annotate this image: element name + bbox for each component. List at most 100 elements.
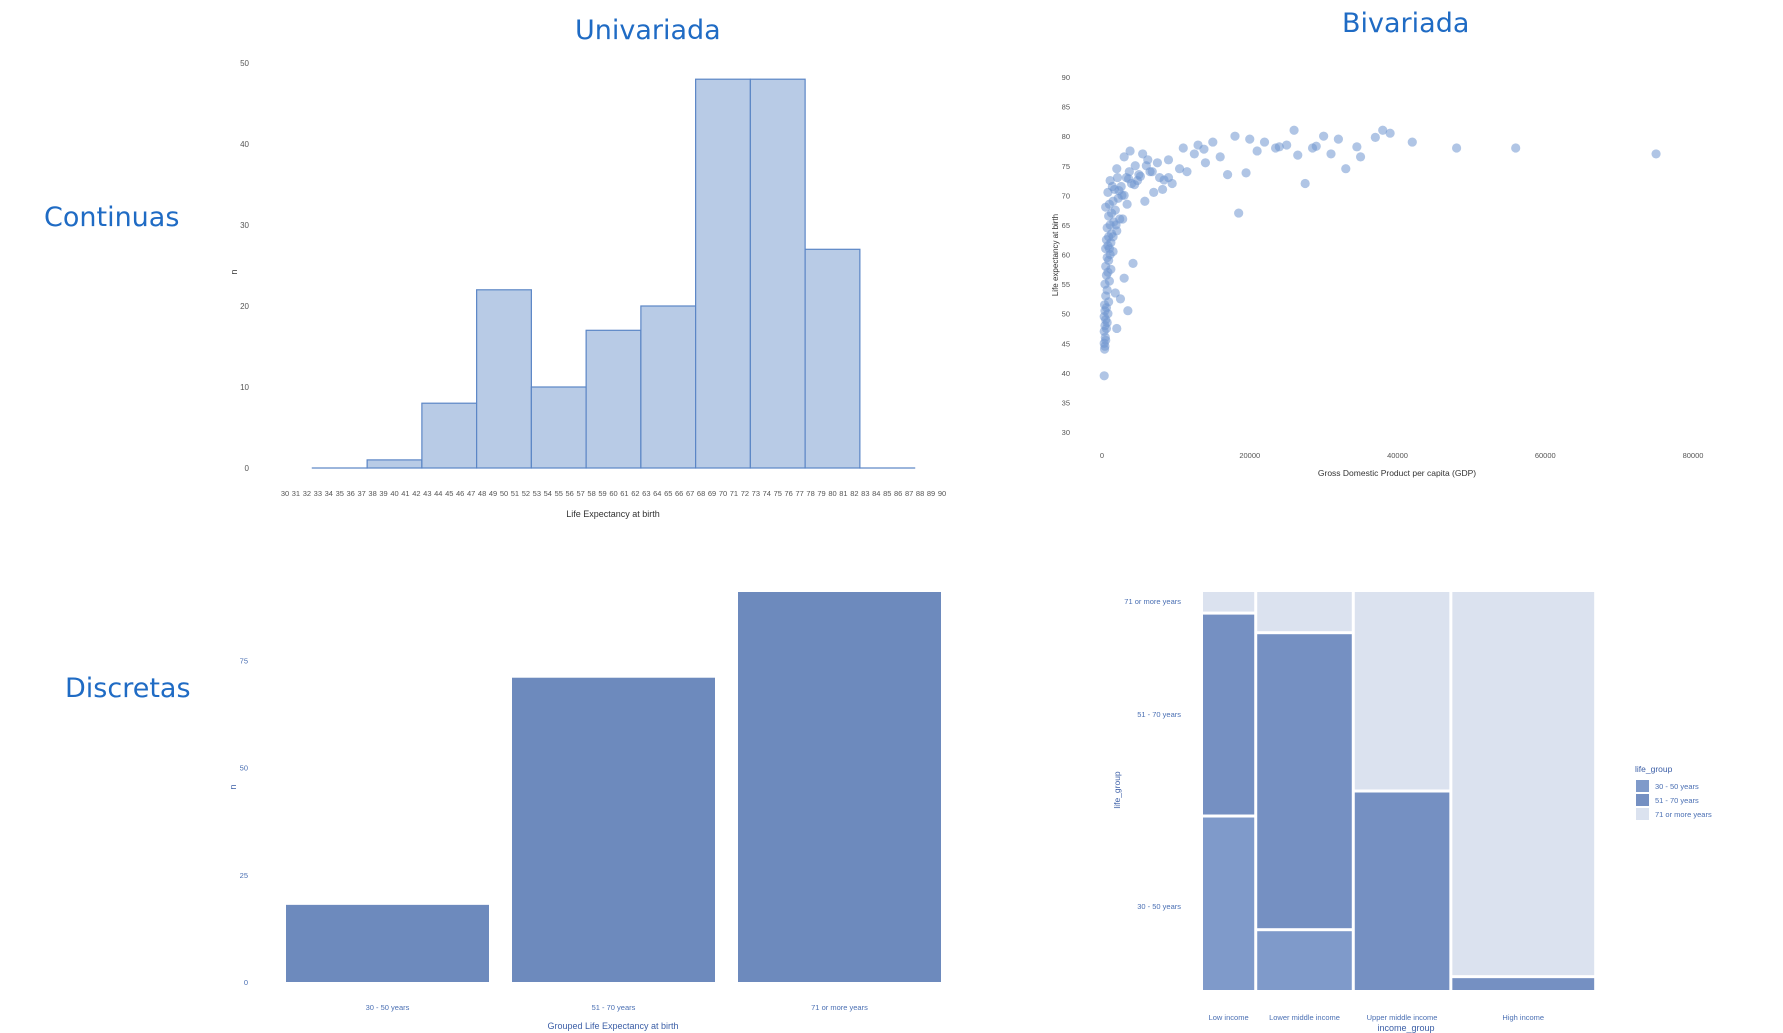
scatter-point <box>1130 161 1140 171</box>
scatter-point <box>1159 175 1169 185</box>
heading-continuas: Continuas <box>44 202 180 233</box>
histogram-x-tick: 58 <box>587 489 595 498</box>
scatter-y-tick: 65 <box>1062 221 1070 230</box>
bar-chart-y-tick: 50 <box>240 764 248 773</box>
scatter-point <box>1189 149 1199 159</box>
scatter-point <box>1282 140 1292 150</box>
histogram-x-tick: 74 <box>763 489 771 498</box>
scatter-point <box>1511 143 1521 153</box>
scatter-point <box>1118 214 1128 224</box>
histogram-bar <box>749 78 806 469</box>
bar-chart-x-tick: 30 - 50 years <box>366 1003 410 1012</box>
histogram-x-tick: 71 <box>730 489 738 498</box>
scatter-point <box>1157 184 1168 195</box>
scatter-point <box>1122 199 1132 209</box>
scatter-point <box>1182 167 1192 177</box>
scatter-point <box>1108 232 1118 242</box>
histogram-x-tick: 60 <box>609 489 617 498</box>
histogram-y-label: n <box>229 269 239 274</box>
bar-chart-bar <box>286 904 489 982</box>
scatter-point <box>1149 187 1159 197</box>
histogram-bar <box>695 78 751 469</box>
mosaic-legend-label: 71 or more years <box>1655 810 1712 819</box>
scatter-point <box>1300 178 1310 189</box>
histogram-x-tick: 70 <box>719 489 727 498</box>
mosaic-cell <box>1452 592 1595 976</box>
scatter-y-tick: 60 <box>1062 251 1070 260</box>
histogram-bar <box>366 459 423 469</box>
scatter-x-tick: 0 <box>1100 451 1104 460</box>
scatter-point <box>1104 243 1114 254</box>
histogram-x-tick: 66 <box>675 489 683 498</box>
histogram-x-tick: 85 <box>883 489 891 498</box>
scatter-point <box>1378 125 1388 135</box>
histogram-x-label: Life Expectancy at birth <box>566 509 660 519</box>
histogram-y-tick: 20 <box>240 302 249 311</box>
scatter-x-tick: 20000 <box>1239 451 1260 460</box>
histogram-x-tick: 48 <box>478 489 486 498</box>
histogram-x-tick: 87 <box>905 489 913 498</box>
scatter-point <box>1152 158 1163 168</box>
bar-chart-y-tick: 25 <box>240 871 248 880</box>
mosaic-cell <box>1257 634 1352 929</box>
histogram-x-tick: 84 <box>872 489 880 498</box>
histogram-x-tick: 82 <box>850 489 858 498</box>
scatter-point <box>1259 137 1270 147</box>
scatter-point <box>1385 128 1395 138</box>
scatter-x-tick: 60000 <box>1535 451 1556 460</box>
mosaic-cell <box>1452 978 1595 990</box>
mosaic-legend-swatch <box>1636 808 1649 820</box>
histogram-x-tick: 39 <box>379 489 387 498</box>
scatter-point <box>1252 146 1262 156</box>
histogram-x-tick: 32 <box>303 489 311 498</box>
scatter-y-tick: 90 <box>1062 73 1070 82</box>
mosaic-x-tick: Upper middle income <box>1367 1013 1438 1022</box>
bar-chart-y-label: n <box>228 784 238 789</box>
scatter-point <box>1167 178 1177 189</box>
histogram-x-tick: 80 <box>828 489 836 498</box>
scatter-point <box>1208 137 1218 147</box>
scatter-y-tick: 40 <box>1062 369 1070 378</box>
scatter-point <box>1215 152 1225 162</box>
bar-chart-x-tick: 51 - 70 years <box>592 1003 636 1012</box>
scatter-y-tick: 30 <box>1062 428 1070 437</box>
histogram-x-tick: 50 <box>500 489 508 498</box>
histogram-bar <box>804 248 861 469</box>
scatter-y-tick: 45 <box>1062 339 1070 348</box>
histogram-x-tick: 55 <box>555 489 563 498</box>
histogram-y-tick: 10 <box>240 383 249 392</box>
scatter-point <box>1125 146 1135 156</box>
histogram-x-tick: 75 <box>774 489 782 498</box>
mosaic-legend-swatch <box>1636 780 1649 792</box>
mosaic-x-tick: High income <box>1502 1013 1544 1022</box>
scatter-point <box>1319 131 1329 141</box>
histogram-x-tick: 34 <box>325 489 333 498</box>
mosaic-cell <box>1203 592 1255 612</box>
mosaic-cell <box>1257 592 1352 632</box>
scatter-point <box>1140 196 1150 206</box>
histogram-x-tick: 90 <box>938 489 946 498</box>
mosaic-x-tick: Lower middle income <box>1269 1013 1340 1022</box>
histogram-x-tick: 86 <box>894 489 902 498</box>
scatter-point <box>1311 141 1321 151</box>
bar-chart-y-tick: 75 <box>240 657 248 666</box>
scatter-point <box>1234 208 1244 218</box>
scatter-point <box>1112 164 1122 174</box>
scatter-point <box>1174 164 1185 174</box>
scatter-y-tick: 55 <box>1062 280 1070 289</box>
histogram-x-tick: 47 <box>467 489 475 498</box>
scatter-point <box>1111 220 1121 230</box>
scatter-point <box>1147 167 1157 177</box>
heading-discretas: Discretas <box>65 673 191 704</box>
mosaic-x-tick: Low income <box>1209 1013 1249 1022</box>
histogram-y-tick: 40 <box>240 140 249 149</box>
histogram-x-tick: 77 <box>795 489 803 498</box>
histogram-x-tick: 73 <box>752 489 760 498</box>
scatter-y-label: Life expectancy at birth <box>1051 214 1060 296</box>
scatter-point <box>1123 306 1133 316</box>
scatter-point <box>1114 186 1124 196</box>
histogram-x-tick: 78 <box>806 489 814 498</box>
scatter-point <box>1200 158 1211 168</box>
histogram-x-tick: 43 <box>423 489 431 498</box>
